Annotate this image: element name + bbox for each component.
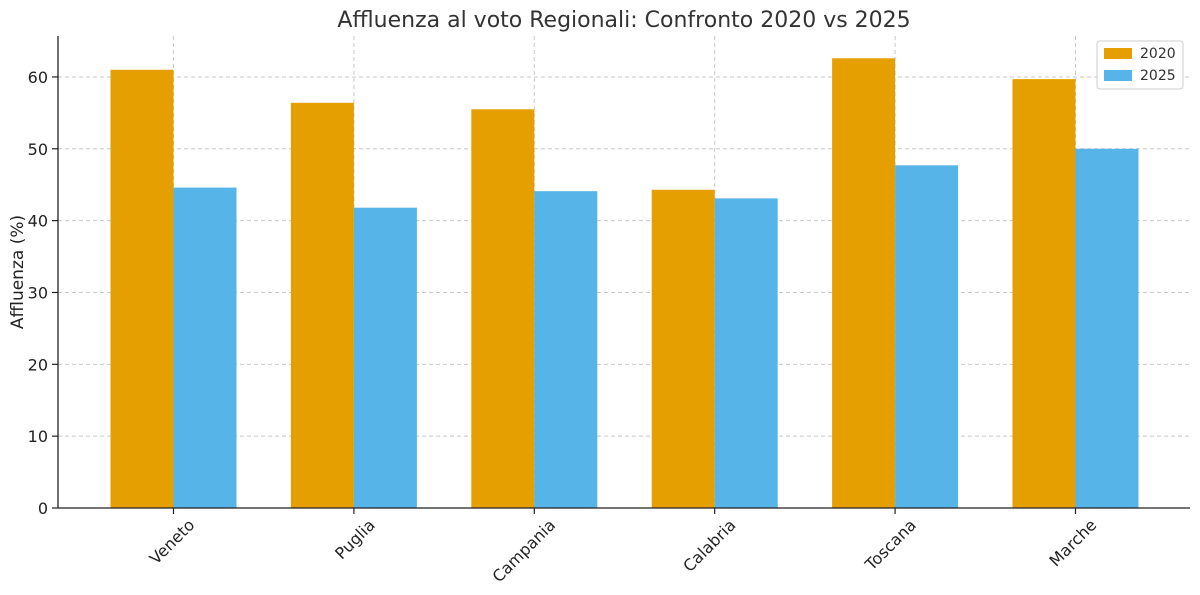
legend-label-2020: 2020 <box>1140 46 1176 62</box>
x-tick-label: Marche <box>1045 515 1100 570</box>
y-tick-label: 20 <box>28 355 48 374</box>
x-tick-label: Toscana <box>861 515 920 574</box>
bar-2025-campania <box>534 191 598 508</box>
y-ticks: 0 10 20 30 40 50 60 <box>28 68 58 518</box>
legend: 2020 2025 <box>1096 40 1184 90</box>
bar-2025-marche <box>1075 148 1139 508</box>
x-tick-label: Veneto <box>146 515 199 568</box>
chart-title: Affluenza al voto Regionali: Confronto 2… <box>337 8 910 33</box>
y-tick-label: 0 <box>38 499 48 518</box>
bar-2020-marche <box>1012 79 1076 508</box>
bar-2025-puglia <box>353 207 417 509</box>
bar-2025-calabria <box>714 198 778 509</box>
bar-2020-calabria <box>651 189 715 508</box>
legend-swatch-2020 <box>1104 48 1132 59</box>
y-axis-label: Affluenza (%) <box>8 215 28 329</box>
bar-2025-toscana <box>895 165 959 508</box>
x-tick-label: Campania <box>488 515 559 586</box>
axes <box>57 36 1190 509</box>
y-tick-label: 50 <box>28 140 48 159</box>
y-tick-label: 10 <box>28 427 48 446</box>
y-tick-label: 60 <box>28 68 48 87</box>
x-tick-label: Puglia <box>331 515 379 563</box>
y-tick-label: 30 <box>28 283 48 302</box>
bars <box>110 58 1139 509</box>
bar-2025-veneto <box>173 187 237 508</box>
legend-swatch-2025 <box>1104 70 1132 81</box>
bar-2020-toscana <box>832 58 896 508</box>
x-ticks: Veneto Puglia Campania Calabria Toscana March… <box>146 508 1100 586</box>
y-tick-label: 40 <box>28 212 48 231</box>
bar-2020-puglia <box>290 102 354 509</box>
bar-2020-veneto <box>110 69 174 509</box>
x-tick-label: Calabria <box>679 515 739 575</box>
legend-label-2025: 2025 <box>1140 68 1176 84</box>
bar-2020-campania <box>471 109 535 509</box>
